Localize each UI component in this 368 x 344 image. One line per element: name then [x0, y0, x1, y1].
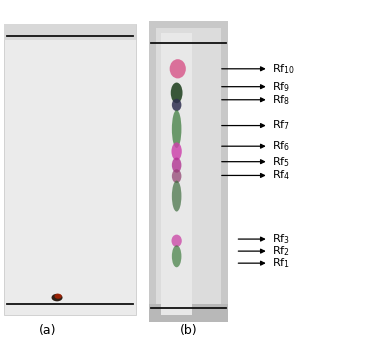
- Ellipse shape: [171, 235, 182, 247]
- Text: Rf$_6$: Rf$_6$: [272, 139, 290, 153]
- Bar: [149, 21, 228, 322]
- Ellipse shape: [172, 99, 181, 111]
- Text: Rf$_5$: Rf$_5$: [272, 155, 290, 169]
- Ellipse shape: [171, 142, 182, 160]
- Ellipse shape: [54, 293, 62, 299]
- Text: Rf$_8$: Rf$_8$: [272, 93, 290, 107]
- Ellipse shape: [52, 294, 63, 301]
- Text: (b): (b): [180, 324, 198, 337]
- Ellipse shape: [172, 110, 181, 148]
- Bar: [161, 33, 192, 315]
- Text: Rf$_1$: Rf$_1$: [272, 256, 290, 270]
- Ellipse shape: [172, 181, 181, 212]
- Text: (a): (a): [39, 324, 57, 337]
- Ellipse shape: [170, 59, 186, 78]
- Text: Rf$_3$: Rf$_3$: [272, 232, 290, 246]
- Ellipse shape: [171, 83, 183, 103]
- Bar: [156, 28, 221, 318]
- Text: Rf$_7$: Rf$_7$: [272, 119, 290, 132]
- Text: Rf$_{10}$: Rf$_{10}$: [272, 62, 296, 76]
- Ellipse shape: [172, 169, 181, 183]
- Bar: [4, 24, 136, 315]
- Text: Rf$_2$: Rf$_2$: [272, 244, 290, 258]
- Ellipse shape: [172, 245, 181, 267]
- Bar: [4, 24, 136, 40]
- Text: Rf$_9$: Rf$_9$: [272, 80, 290, 94]
- Bar: [149, 304, 228, 322]
- Text: Rf$_4$: Rf$_4$: [272, 169, 291, 182]
- Ellipse shape: [172, 158, 181, 173]
